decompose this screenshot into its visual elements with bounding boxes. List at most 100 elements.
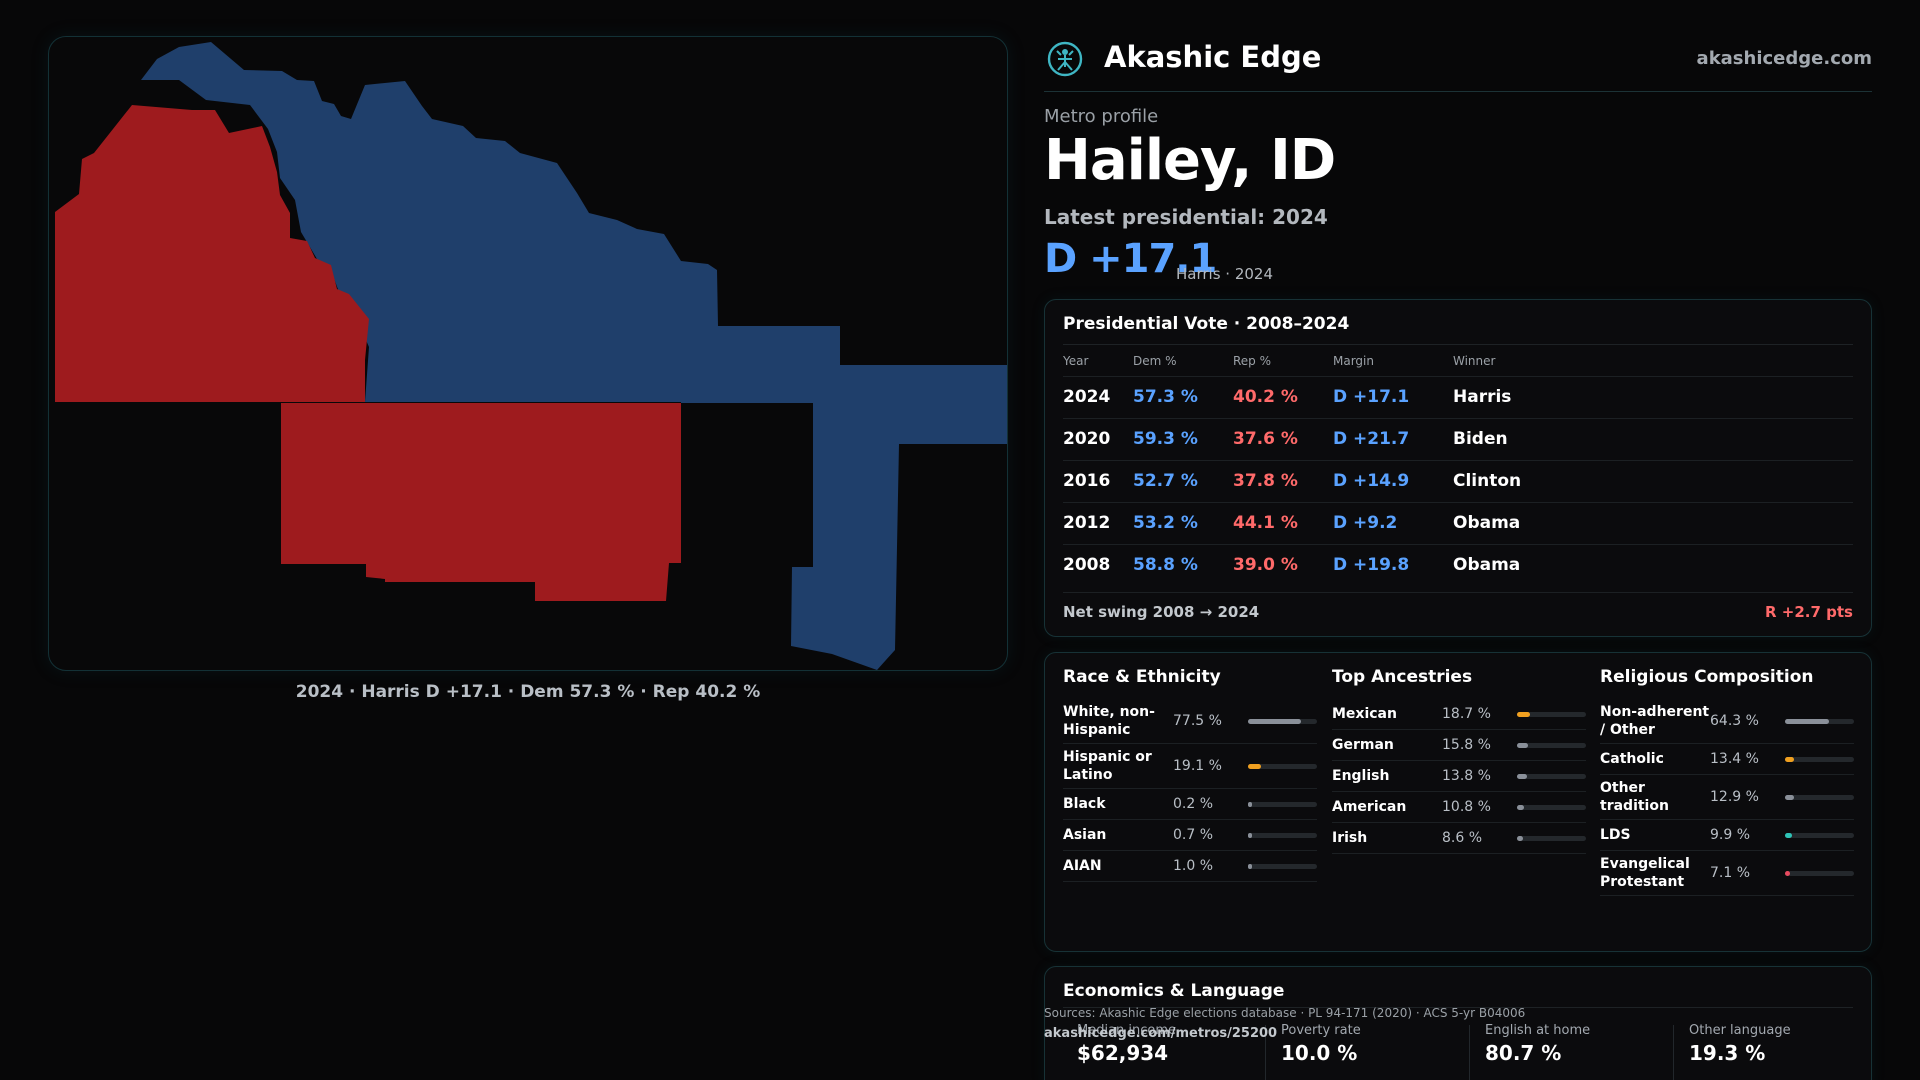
item-label: English	[1332, 768, 1390, 784]
margin-cell: D +19.8	[1333, 555, 1410, 575]
akashic-logo-icon[interactable]	[1046, 40, 1084, 78]
religious-composition-section: Religious Composition Non-adherent / Oth…	[1600, 653, 1854, 953]
list-item: White, non-Hispanic 77.5 %	[1063, 699, 1317, 744]
item-bar	[1248, 863, 1317, 869]
item-bar-fill	[1785, 718, 1830, 724]
item-percent: 19.1 %	[1173, 758, 1222, 774]
item-bar-fill	[1248, 832, 1253, 838]
rep-pct-cell: 39.0 %	[1233, 555, 1298, 575]
margin-cell: D +14.9	[1333, 471, 1410, 491]
race-list: White, non-Hispanic 77.5 % Hispanic or Lat…	[1063, 699, 1317, 882]
item-label: LDS	[1600, 827, 1631, 843]
item-bar	[1517, 711, 1586, 717]
demographics-card: Race & Ethnicity White, non-Hispanic 77.5…	[1044, 652, 1872, 952]
item-bar	[1517, 804, 1586, 810]
item-bar-fill	[1248, 863, 1253, 869]
table-body: 2024 57.3 % 40.2 % D +17.1 Harris 2020 59.3 % 3…	[1063, 376, 1853, 586]
year-cell: 2024	[1063, 387, 1111, 407]
item-label: American	[1332, 799, 1407, 815]
year-cell: 2020	[1063, 429, 1111, 449]
item-bar	[1248, 763, 1317, 769]
list-item: Non-adherent / Other 64.3 %	[1600, 699, 1854, 744]
county-shape-rep[interactable]	[281, 403, 681, 601]
latest-margin-sub: Harris · 2024	[1176, 265, 1274, 283]
section-title: Race & Ethnicity	[1063, 667, 1221, 687]
latest-presidential-label: Latest presidential: 2024	[1044, 205, 1328, 229]
item-percent: 15.8 %	[1442, 737, 1491, 753]
list-item: Other tradition 12.9 %	[1600, 775, 1854, 820]
item-bar	[1785, 718, 1854, 724]
dem-pct-cell: 58.8 %	[1133, 555, 1198, 575]
header-margin: Margin	[1333, 354, 1374, 368]
card-title: Economics & Language	[1063, 981, 1285, 1001]
list-item: Evangelical Protestant 7.1 %	[1600, 851, 1854, 896]
net-swing-row: Net swing 2008 → 2024 R +2.7 pts	[1063, 592, 1853, 632]
econ-value: 19.3 %	[1689, 1041, 1766, 1065]
item-bar-fill	[1517, 773, 1527, 779]
item-bar-fill	[1517, 711, 1530, 717]
item-label: Catholic	[1600, 751, 1664, 767]
item-percent: 18.7 %	[1442, 706, 1491, 722]
econ-value: 80.7 %	[1485, 1041, 1562, 1065]
list-item: Asian 0.7 %	[1063, 820, 1317, 851]
item-bar	[1785, 832, 1854, 838]
county-shape-dem[interactable]	[141, 42, 1008, 670]
page-kicker: Metro profile	[1044, 106, 1159, 127]
item-label: Evangelical Protestant	[1600, 856, 1690, 890]
latest-margin: D +17.1	[1044, 236, 1217, 282]
margin-cell: D +9.2	[1333, 513, 1398, 533]
item-bar-fill	[1248, 801, 1253, 807]
item-bar	[1785, 870, 1854, 876]
dem-pct-cell: 57.3 %	[1133, 387, 1198, 407]
header-year: Year	[1063, 354, 1089, 368]
item-percent: 7.1 %	[1710, 865, 1751, 881]
list-item: Catholic 13.4 %	[1600, 744, 1854, 775]
item-percent: 10.8 %	[1442, 799, 1491, 815]
year-cell: 2012	[1063, 513, 1111, 533]
brand-header: Akashic Edge akashicedge.com	[1044, 36, 1872, 92]
item-label: Hispanic or Latino	[1063, 749, 1152, 783]
item-label: Asian	[1063, 827, 1107, 843]
winner-cell: Biden	[1453, 429, 1508, 449]
item-bar-fill	[1785, 794, 1794, 800]
religion-list: Non-adherent / Other 64.3 % Catholic 13.4 %…	[1600, 699, 1854, 896]
brand-url[interactable]: akashicedge.com	[1696, 48, 1872, 69]
item-percent: 12.9 %	[1710, 789, 1759, 805]
list-item: English 13.8 %	[1332, 761, 1586, 792]
item-bar	[1248, 801, 1317, 807]
item-percent: 8.6 %	[1442, 830, 1483, 846]
dem-pct-cell: 59.3 %	[1133, 429, 1198, 449]
divider	[1063, 344, 1853, 345]
rep-pct-cell: 37.8 %	[1233, 471, 1298, 491]
econ-value: 10.0 %	[1281, 1041, 1358, 1065]
item-bar-fill	[1248, 718, 1302, 724]
divider	[1469, 1025, 1470, 1080]
county-shape-rep[interactable]	[55, 105, 369, 402]
list-item: Black 0.2 %	[1063, 789, 1317, 820]
item-bar-fill	[1517, 804, 1525, 810]
brand-name[interactable]: Akashic Edge	[1104, 40, 1322, 74]
item-label: Irish	[1332, 830, 1368, 846]
list-item: AIAN 1.0 %	[1063, 851, 1317, 882]
list-item: Mexican 18.7 %	[1332, 699, 1586, 730]
county-map	[55, 42, 1008, 670]
header-winner: Winner	[1453, 354, 1496, 368]
metro-url-link[interactable]: akashicedge.com/metros/25200	[1044, 1026, 1278, 1041]
list-item: German 15.8 %	[1332, 730, 1586, 761]
item-bar	[1248, 832, 1317, 838]
winner-cell: Clinton	[1453, 471, 1522, 491]
item-percent: 64.3 %	[1710, 713, 1759, 729]
divider	[1673, 1025, 1674, 1080]
winner-cell: Harris	[1453, 387, 1512, 407]
economics-card: Economics & Language Median income $62,9…	[1044, 966, 1872, 1080]
item-percent: 13.4 %	[1710, 751, 1759, 767]
econ-median-income: Median income $62,934	[1063, 1023, 1253, 1080]
profile-column: Akashic Edge akashicedge.com Metro profi…	[1044, 0, 1872, 1080]
item-label: White, non-Hispanic	[1063, 704, 1155, 738]
list-item: Hispanic or Latino 19.1 %	[1063, 744, 1317, 789]
list-item: Irish 8.6 %	[1332, 823, 1586, 854]
item-percent: 0.2 %	[1173, 796, 1214, 812]
item-percent: 9.9 %	[1710, 827, 1751, 843]
table-row: 2008 58.8 % 39.0 % D +19.8 Obama	[1063, 544, 1853, 586]
divider	[1063, 1007, 1853, 1008]
